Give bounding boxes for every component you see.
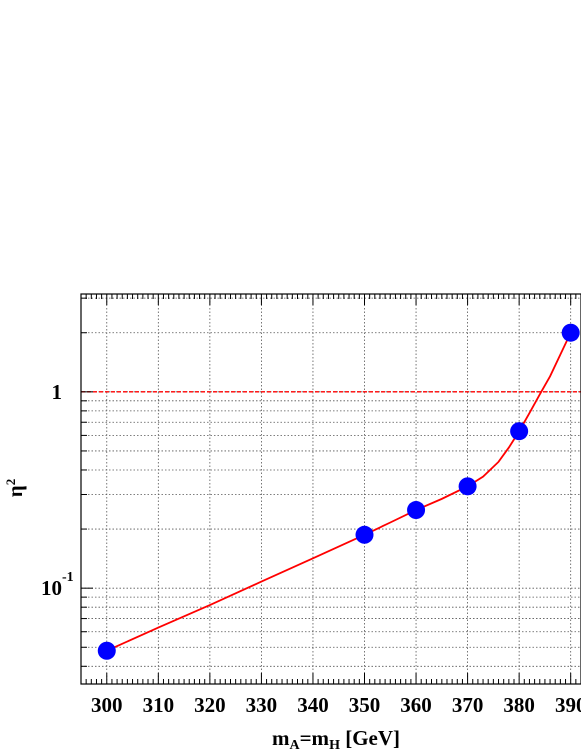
y-axis-title-sup: 2: [3, 479, 18, 486]
x-tick-label: 330: [246, 693, 278, 717]
y-tick-label: 1: [52, 380, 63, 404]
data-point: [562, 324, 580, 342]
data-point: [510, 422, 528, 440]
y-axis-title-base: η: [3, 485, 27, 497]
data-point: [98, 642, 116, 660]
data-point: [356, 526, 374, 544]
x-axis-title-part: H: [329, 738, 340, 752]
x-tick-label: 340: [297, 693, 329, 717]
x-axis-title-part: [GeV]: [340, 726, 400, 750]
data-point: [459, 477, 477, 495]
x-tick-label: 390: [555, 693, 581, 717]
x-tick-label: 380: [503, 693, 535, 717]
x-tick-label: 360: [400, 693, 432, 717]
x-axis-title-part: m: [272, 726, 290, 750]
x-axis-title-part: =m: [300, 726, 330, 750]
x-tick-label: 320: [194, 693, 226, 717]
y-tick-label-exponent: -1: [62, 570, 74, 585]
data-point: [407, 501, 425, 519]
x-tick-label: 370: [452, 693, 484, 717]
x-tick-label: 350: [349, 693, 381, 717]
x-tick-label: 310: [143, 693, 175, 717]
x-tick-label: 300: [91, 693, 123, 717]
y-tick-label: 10: [41, 576, 62, 600]
